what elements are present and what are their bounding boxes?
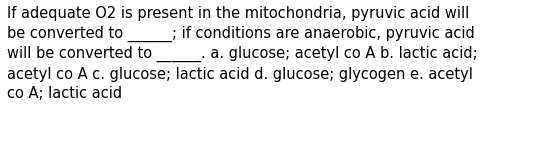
Text: If adequate O2 is present in the mitochondria, pyruvic acid will
be converted to: If adequate O2 is present in the mitocho… (7, 6, 478, 101)
